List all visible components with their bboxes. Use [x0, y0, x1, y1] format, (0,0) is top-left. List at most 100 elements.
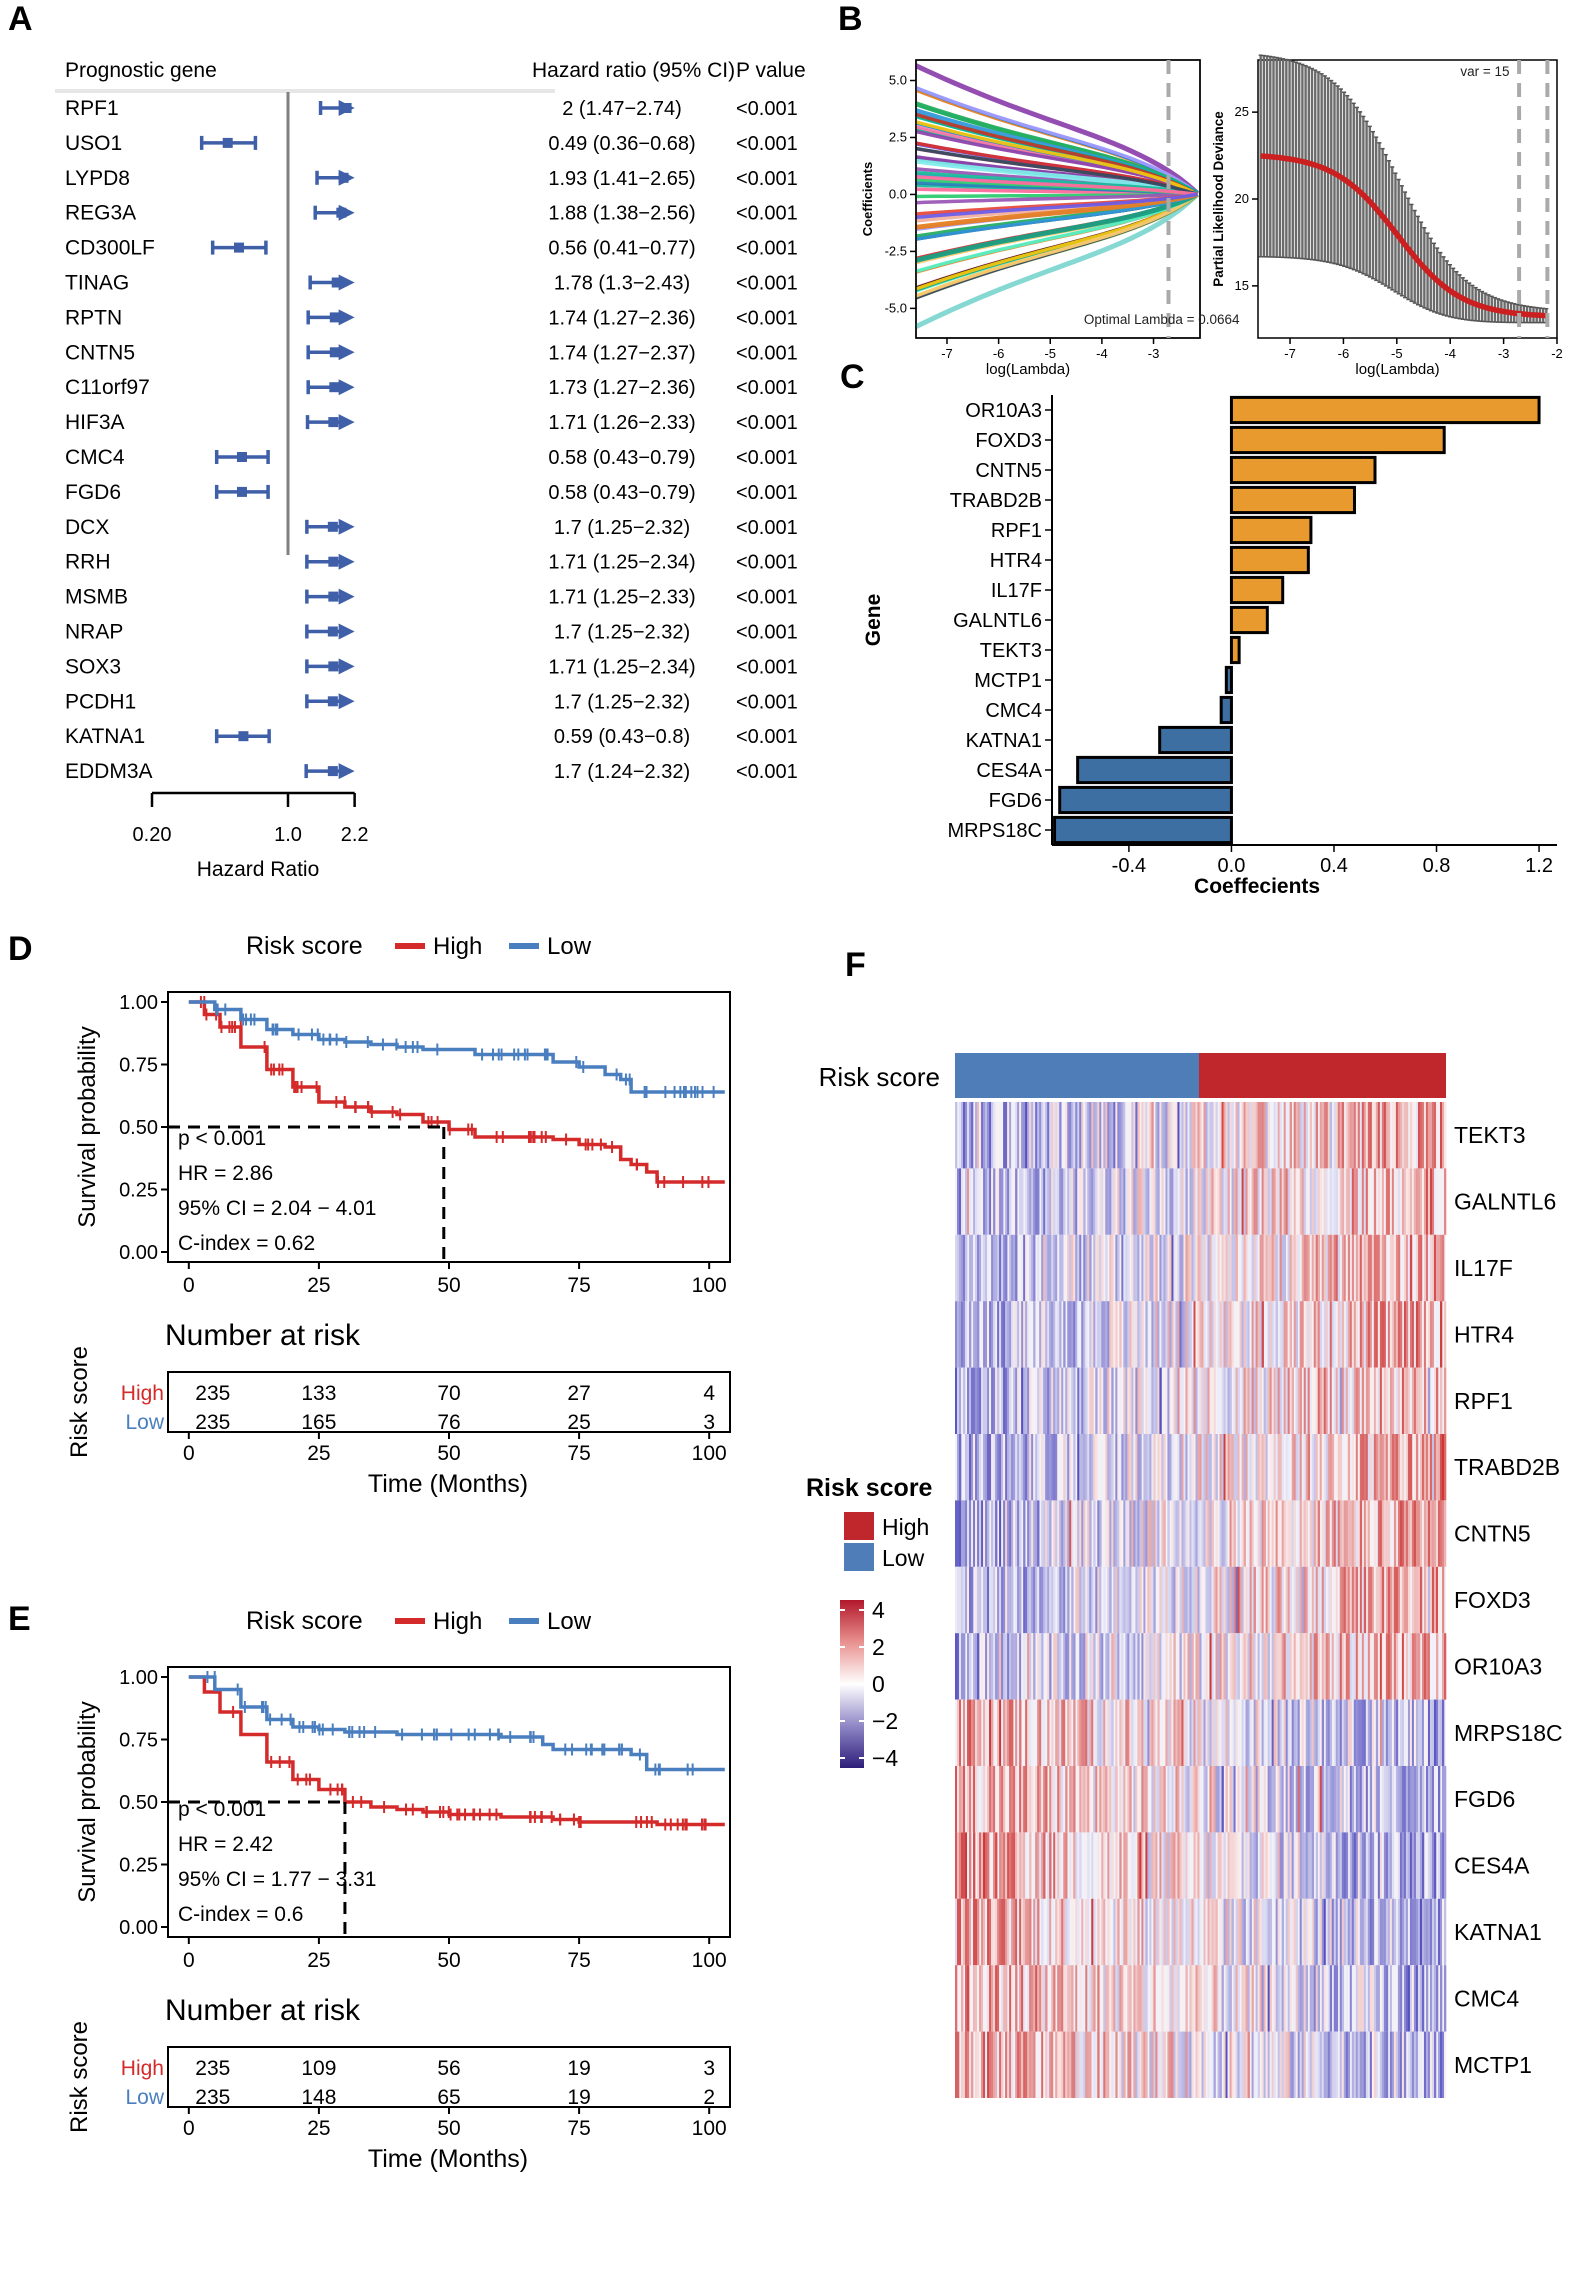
- heatmap-cell: [967, 1301, 970, 1368]
- heatmap-cell: [1171, 1832, 1174, 1899]
- heatmap-cell: [1355, 2031, 1359, 2098]
- heatmap-cell: [1383, 2031, 1387, 2098]
- heatmap-cell: [1067, 1301, 1070, 1368]
- heatmap-cell: [991, 1367, 994, 1434]
- heatmap-cell: [1233, 1699, 1236, 1766]
- heatmap-cell: [959, 1367, 962, 1434]
- heatmap-cell: [1331, 1301, 1335, 1368]
- heatmap-cell: [1139, 1566, 1142, 1634]
- heatmap-cell: [1063, 1699, 1066, 1766]
- heatmap-cell: [1399, 1965, 1403, 2032]
- km-risk-row-label: High: [121, 2057, 164, 2080]
- heatmap-cell: [1009, 1367, 1012, 1434]
- heatmap-cell: [961, 1766, 964, 1833]
- heatmap-cell: [1329, 1367, 1333, 1434]
- heatmap-cell: [1327, 1965, 1331, 2032]
- heatmap-cell: [1239, 1566, 1242, 1634]
- heatmap-cell: [1393, 2031, 1397, 2098]
- heatmap-cell: [1095, 1434, 1098, 1501]
- heatmap-cell: [1215, 1434, 1218, 1501]
- heatmap-cell: [991, 2031, 994, 2098]
- heatmap-cell: [997, 1965, 1000, 2032]
- heatmap-cell: [1223, 1367, 1226, 1434]
- heatmap-cell: [1001, 1633, 1004, 1700]
- heatmap-cell: [1399, 1633, 1403, 1700]
- heatmap-cell: [1439, 2031, 1443, 2098]
- heatmap-cell: [1317, 1500, 1321, 1567]
- heatmap-cell: [1187, 1102, 1190, 1169]
- heatmap-cell: [1151, 1102, 1154, 1169]
- forest-point: [327, 696, 338, 707]
- heatmap-cell: [1303, 1500, 1307, 1567]
- heatmap-cell: [1157, 1434, 1160, 1501]
- heatmap-cell: [1323, 1301, 1327, 1368]
- heatmap-cell: [1371, 2031, 1375, 2098]
- heatmap-cell: [1175, 1434, 1178, 1501]
- heatmap-cell: [1197, 1965, 1200, 2032]
- heatmap-cell: [1177, 1699, 1180, 1766]
- heatmap-cell: [1347, 1766, 1351, 1833]
- heatmap-cell: [1413, 1965, 1417, 2032]
- heatmap-cell: [1081, 1434, 1084, 1501]
- heatmap-cell: [1139, 1301, 1142, 1368]
- heatmap-cell: [1061, 1367, 1064, 1434]
- heatmap-cell: [1433, 1965, 1437, 2032]
- heatmap-cell: [1369, 1500, 1373, 1567]
- heatmap-cell: [1441, 1102, 1445, 1169]
- heatmap-cell: [1407, 1168, 1411, 1235]
- heatmap-cell: [1339, 1633, 1343, 1700]
- heatmap-cell: [1263, 1699, 1266, 1766]
- heatmap-cell: [1029, 1832, 1032, 1899]
- heatmap-cell: [979, 1168, 982, 1235]
- heatmap-cell: [1109, 1965, 1112, 2032]
- heatmap-scale-label: 0: [872, 1671, 885, 1697]
- heatmap-cell: [1353, 1699, 1357, 1766]
- heatmap-cell: [1417, 1500, 1421, 1567]
- heatmap-cell: [1163, 2031, 1166, 2098]
- heatmap-cell: [1267, 2031, 1270, 2098]
- heatmap-cell: [1263, 1434, 1266, 1501]
- heatmap-cell: [985, 1168, 988, 1235]
- forest-header-gene: Prognostic gene: [65, 59, 217, 82]
- heatmap-cell: [1411, 1832, 1415, 1899]
- heatmap-cell: [1299, 1699, 1303, 1766]
- heatmap-cell: [1135, 1566, 1138, 1634]
- heatmap-cell: [1315, 1234, 1319, 1302]
- heatmap-cell: [1363, 1766, 1367, 1833]
- heatmap-cell: [1099, 1234, 1102, 1302]
- heatmap-cell: [1085, 1699, 1088, 1766]
- heatmap-cell: [1089, 1500, 1092, 1567]
- heatmap-cell: [1279, 1500, 1282, 1567]
- heatmap-cell: [1271, 1168, 1274, 1235]
- heatmap-cell: [1181, 1102, 1184, 1169]
- km-risk-value: 19: [567, 2086, 590, 2109]
- heatmap-cell: [1279, 1168, 1282, 1235]
- heatmap-cell: [1073, 1102, 1076, 1169]
- heatmap-cell: [1253, 1102, 1256, 1169]
- km-stat-text: C-index = 0.6: [178, 1903, 304, 1926]
- heatmap-cell: [1129, 1367, 1132, 1434]
- deviance-mean-curve: [1260, 153, 1547, 319]
- heatmap-cell: [1213, 1168, 1216, 1235]
- heatmap-cell: [1403, 2031, 1407, 2098]
- heatmap-cell: [1145, 1500, 1148, 1567]
- heatmap-cell: [1173, 1898, 1176, 1966]
- heatmap-cell: [1099, 1168, 1102, 1235]
- heatmap-cell: [1281, 1434, 1284, 1501]
- heatmap-cell: [1347, 1500, 1351, 1567]
- heatmap-cell: [1351, 2031, 1355, 2098]
- heatmap-cell: [1253, 1168, 1256, 1235]
- heatmap-cell: [1345, 1102, 1349, 1169]
- heatmap-cell: [1089, 1898, 1092, 1966]
- heatmap-cell: [1193, 1832, 1196, 1899]
- heatmap-cell: [1315, 2031, 1319, 2098]
- heatmap-cell: [1309, 2031, 1313, 2098]
- heatmap-cell: [1351, 1102, 1355, 1169]
- heatmap-cell: [1399, 1566, 1403, 1634]
- heatmap-cell: [975, 1633, 978, 1700]
- heatmap-cell: [1157, 1301, 1160, 1368]
- heatmap-cell: [1279, 1898, 1282, 1966]
- heatmap-cell: [1179, 1898, 1182, 1966]
- heatmap-cell: [1181, 1434, 1184, 1501]
